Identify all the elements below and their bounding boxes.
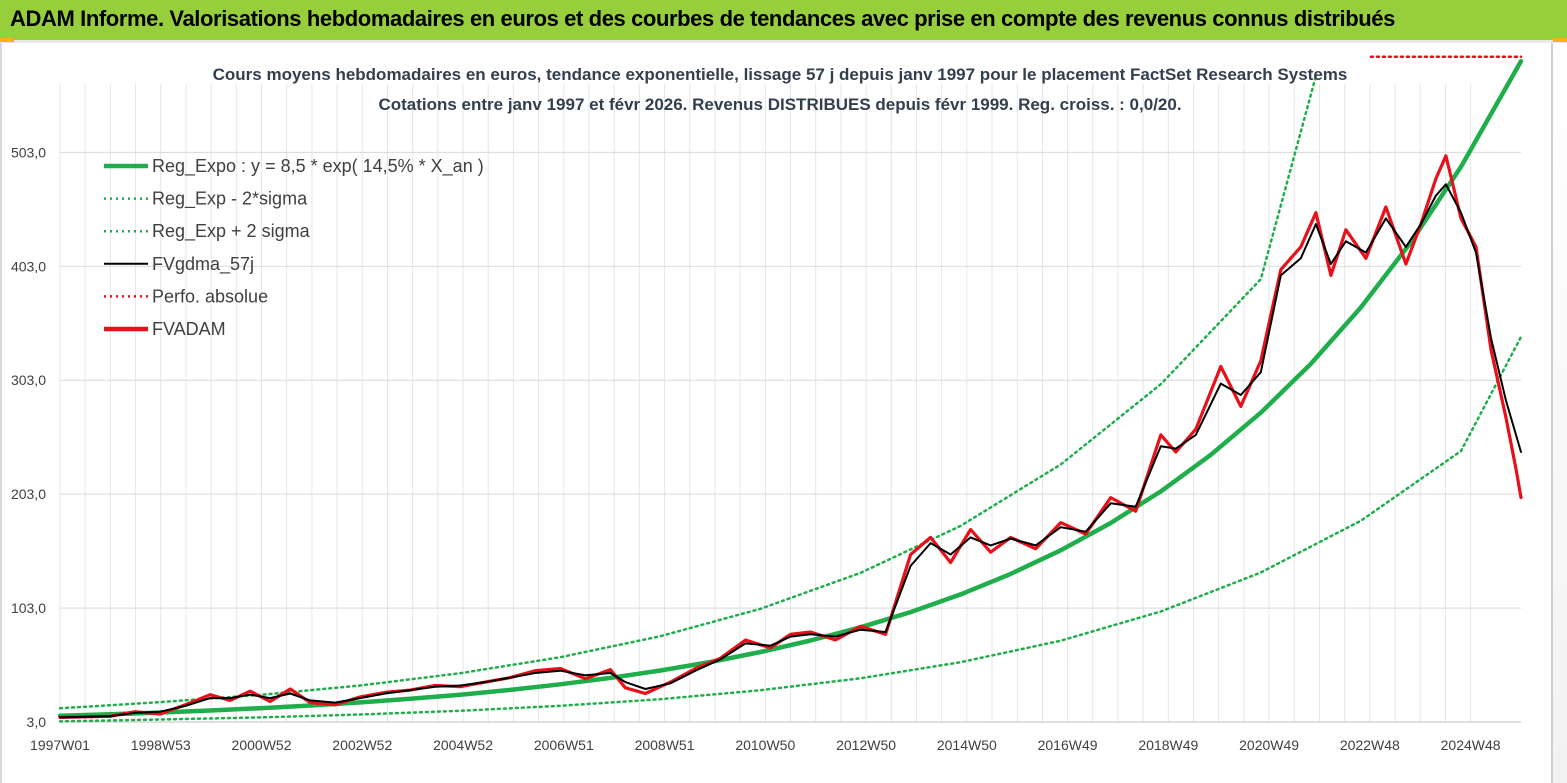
y-tick-label: 103,0 (11, 600, 46, 616)
series-layer (57, 55, 1524, 723)
x-tick-label: 2006W51 (534, 737, 594, 753)
x-tick-label: 2010W50 (735, 737, 795, 753)
corner-accent-left (0, 38, 14, 42)
legend: Reg_Expo : y = 8,5 * exp( 14,5% * X_an )… (104, 156, 484, 339)
legend-label: FVADAM (152, 319, 226, 339)
x-tick-label: 2008W51 (635, 737, 695, 753)
y-tick-label: 403,0 (11, 258, 46, 274)
x-tick-label: 1998W53 (131, 737, 191, 753)
x-tick-label: 1997W01 (30, 737, 90, 753)
x-tick-label: 2000W52 (232, 737, 292, 753)
series-line-0 (57, 58, 1524, 718)
chart-title: Cours moyens hebdomadaires en euros, ten… (213, 65, 1348, 84)
x-tick-label: 2018W49 (1138, 737, 1198, 753)
legend-label: Reg_Expo : y = 8,5 * exp( 14,5% * X_an ) (152, 156, 484, 177)
x-tick-label: 2016W49 (1038, 737, 1098, 753)
chart-frame-left (0, 43, 2, 783)
x-tick-label: 2020W49 (1239, 737, 1299, 753)
x-tick-label: 2002W52 (332, 737, 392, 753)
y-tick-label: 503,0 (11, 144, 46, 160)
x-tick-label: 2012W50 (836, 737, 896, 753)
chart-subtitle: Cotations entre janv 1997 et févr 2026. … (378, 95, 1181, 114)
y-tick-label: 3,0 (27, 714, 47, 730)
corner-accent-right (1553, 38, 1567, 42)
legend-label: Perfo. absolue (152, 286, 268, 306)
page-title: ADAM Informe. Valorisations hebdomadaire… (10, 6, 1395, 31)
legend-label: Reg_Exp + 2 sigma (152, 221, 311, 242)
x-tick-label: 2022W48 (1340, 737, 1400, 753)
y-tick-label: 203,0 (11, 486, 46, 502)
x-tick-label: 2004W52 (433, 737, 493, 753)
x-tick-label: 2014W50 (937, 737, 997, 753)
header-divider (0, 40, 1567, 43)
header-banner (0, 0, 1567, 40)
grid (59, 84, 1521, 723)
series-line-2 (58, 74, 1318, 710)
series-line-5 (59, 183, 1522, 719)
x-tick-label: 2024W48 (1441, 737, 1501, 753)
legend-label: Reg_Exp - 2*sigma (152, 189, 308, 210)
chart-scroll-edge (1551, 43, 1567, 783)
legend-label: FVgdma_57j (152, 254, 254, 275)
axis-ticks: 3,0 103,0 203,0 303,0 403,0 503,0 1997W01 1998W… (11, 144, 1501, 753)
series-line-1 (58, 335, 1523, 723)
y-tick-label: 303,0 (11, 372, 46, 388)
